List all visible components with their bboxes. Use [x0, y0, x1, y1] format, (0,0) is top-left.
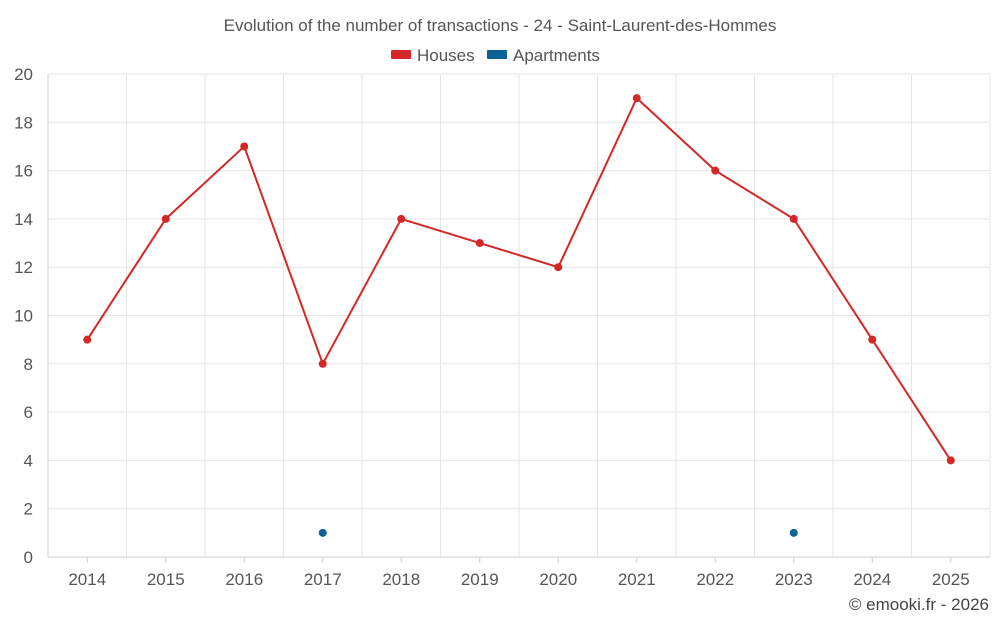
data-point-houses-2019[interactable]	[475, 239, 484, 248]
y-tick-label: 0	[24, 548, 33, 567]
x-tick-label: 2024	[853, 570, 891, 589]
data-point-houses-2022[interactable]	[711, 166, 720, 175]
credit-text: © emooki.fr - 2026	[849, 595, 989, 614]
axes	[47, 74, 990, 563]
data-point-houses-2024[interactable]	[868, 335, 877, 344]
series-line-segment	[164, 145, 246, 220]
series-line-segment	[557, 97, 638, 269]
x-tick-label: 2018	[382, 570, 420, 589]
x-tick-label: 2020	[539, 570, 577, 589]
chart-title: Evolution of the number of transactions …	[224, 16, 777, 35]
data-point-houses-2017[interactable]	[318, 359, 327, 368]
data-point-houses-2020[interactable]	[554, 263, 563, 272]
series-line-segment	[478, 242, 560, 269]
series-line-segment	[321, 217, 403, 365]
x-tick-label: 2022	[696, 570, 734, 589]
y-tick-label: 12	[14, 258, 33, 277]
series-line-segment	[243, 145, 324, 365]
y-tick-label: 4	[24, 451, 33, 470]
legend: Houses Apartments	[391, 46, 600, 65]
x-tick-label: 2023	[775, 570, 813, 589]
series-line-segment	[792, 217, 874, 341]
legend-label-apartments: Apartments	[513, 46, 600, 65]
y-tick-label: 2	[24, 500, 33, 519]
y-tick-label: 16	[14, 162, 33, 181]
data-point-houses-2021[interactable]	[632, 94, 641, 103]
y-tick-label: 18	[14, 113, 33, 132]
data-point-houses-2025[interactable]	[946, 456, 955, 465]
data-point-houses-2015[interactable]	[161, 214, 170, 223]
legend-item-apartments[interactable]: Apartments	[487, 46, 600, 65]
y-tick-label: 14	[14, 210, 33, 229]
legend-item-houses[interactable]: Houses	[391, 46, 475, 65]
data-point-houses-2016[interactable]	[240, 142, 249, 151]
data-point-apartments-2023[interactable]	[789, 528, 798, 537]
data-point-houses-2014[interactable]	[83, 335, 92, 344]
y-axis-tick-labels: 0 2 4 6 8 10 12 14 16 18 20	[14, 65, 33, 567]
x-tick-label: 2019	[461, 570, 499, 589]
y-tick-label: 10	[14, 307, 33, 326]
x-tick-label: 2017	[304, 570, 342, 589]
x-axis-tick-labels: 2014 2015 2016 2017 2018 2019 2020 2021 2022 2023…	[68, 570, 969, 589]
series-line-segment	[871, 338, 952, 462]
x-tick-label: 2016	[225, 570, 263, 589]
series-apartments	[318, 528, 798, 537]
data-point-houses-2018[interactable]	[397, 214, 406, 223]
series-line-segment	[400, 217, 481, 245]
series-line-segment	[714, 169, 795, 220]
series-houses	[83, 94, 955, 465]
y-tick-label: 8	[24, 355, 33, 374]
legend-swatch-houses	[391, 50, 411, 59]
y-tick-label: 20	[14, 65, 33, 84]
series-line-segment	[635, 97, 717, 172]
series-layer	[83, 94, 955, 537]
gridlines	[48, 73, 991, 557]
x-tick-label: 2021	[618, 570, 656, 589]
legend-swatch-apartments	[487, 50, 507, 59]
x-tick-label: 2025	[932, 570, 970, 589]
x-tick-label: 2015	[147, 570, 185, 589]
legend-label-houses: Houses	[417, 46, 475, 65]
x-tick-label: 2014	[68, 570, 106, 589]
data-point-apartments-2017[interactable]	[318, 528, 327, 537]
series-line-segment	[86, 217, 167, 341]
y-tick-label: 6	[24, 403, 33, 422]
data-point-houses-2023[interactable]	[789, 214, 798, 223]
